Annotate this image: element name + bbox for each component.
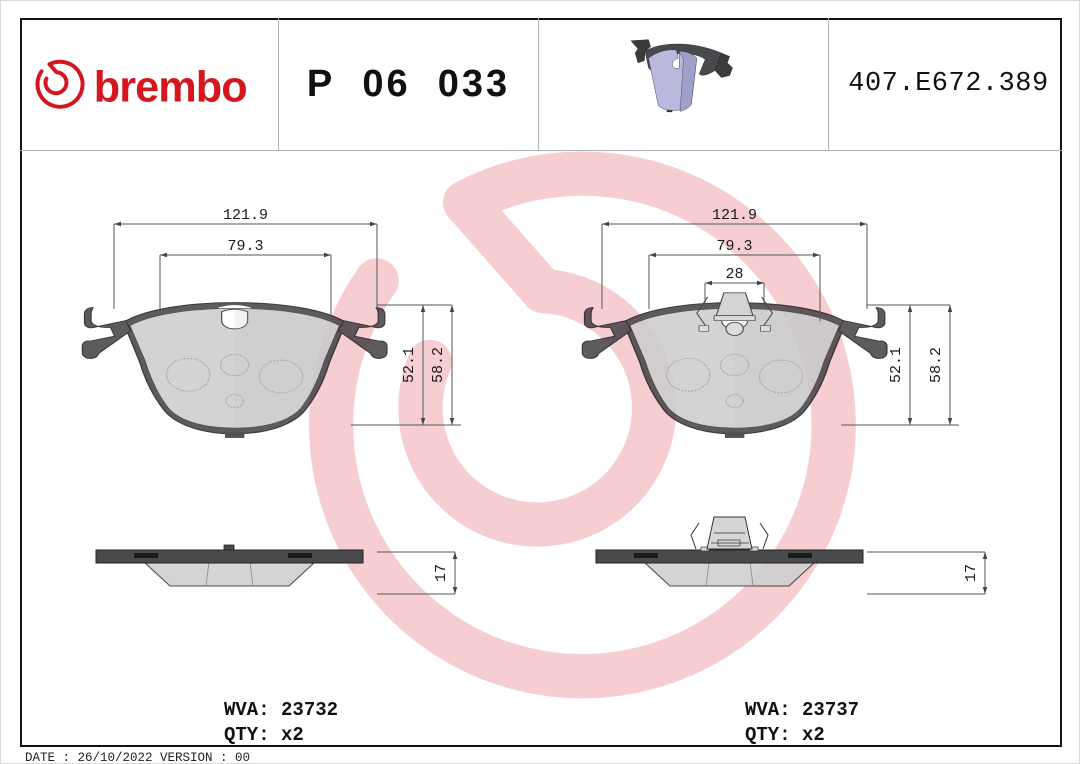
svg-text:58.2: 58.2 — [928, 347, 945, 383]
svg-text:52.1: 52.1 — [888, 347, 905, 383]
svg-text:58.2: 58.2 — [430, 347, 447, 383]
svg-text:28: 28 — [725, 266, 743, 283]
svg-text:121.9: 121.9 — [712, 207, 757, 224]
svg-text:17: 17 — [433, 564, 450, 582]
svg-text:17: 17 — [963, 564, 980, 582]
svg-text:121.9: 121.9 — [223, 207, 268, 224]
svg-text:79.3: 79.3 — [227, 238, 263, 255]
svg-text:79.3: 79.3 — [716, 238, 752, 255]
svg-text:52.1: 52.1 — [401, 347, 418, 383]
